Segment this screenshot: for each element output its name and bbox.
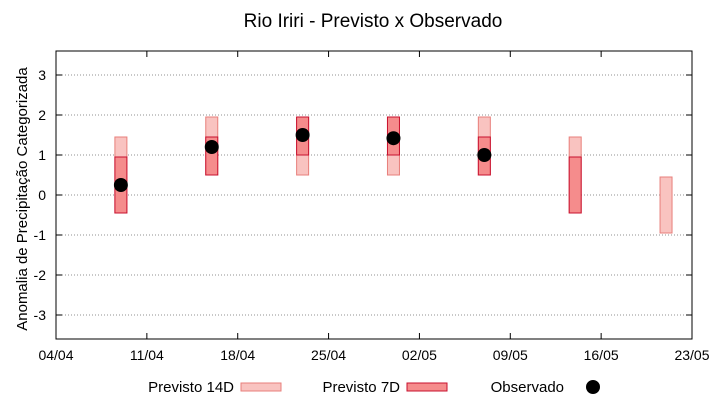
series-observado	[113, 128, 492, 192]
y-tick-label: 1	[38, 147, 46, 163]
observado-point	[113, 178, 128, 192]
legend: Previsto 14D Previsto 7D Observado	[148, 379, 600, 396]
x-tick-label: 18/04	[220, 347, 255, 363]
y-tick-label: -2	[34, 267, 47, 283]
legend-label: Previsto 7D	[322, 379, 400, 396]
x-tick-label: 11/04	[130, 347, 164, 363]
x-tick-label: 04/04	[38, 347, 73, 363]
legend-label: Previsto 14D	[148, 379, 234, 396]
observado-point	[477, 148, 492, 162]
legend-swatch	[406, 382, 448, 392]
previsto-7d-bar	[568, 156, 582, 214]
grid-lines	[56, 74, 692, 316]
y-axis-label: Anomalia de Precipitação Categorizada	[14, 67, 31, 331]
y-tick-label: 2	[38, 107, 46, 123]
legend-swatch	[240, 382, 282, 392]
x-tick-label: 02/05	[402, 347, 437, 363]
observado-point	[204, 140, 219, 154]
x-tick-label: 16/05	[584, 347, 619, 363]
y-tick-label: 0	[38, 187, 46, 203]
legend-label: Observado	[491, 379, 564, 396]
y-axis-ticks: 3 2 1 0 -1 -2 -3	[34, 67, 692, 323]
previsto-14d-bar	[659, 176, 673, 234]
legend-marker	[586, 380, 600, 394]
observado-point	[295, 128, 310, 142]
y-tick-label: -1	[34, 227, 47, 243]
x-tick-label: 09/05	[493, 347, 528, 363]
y-tick-label: -3	[34, 307, 47, 323]
series-previsto-7d	[114, 116, 582, 214]
observado-point	[386, 131, 401, 146]
y-tick-label: 3	[38, 67, 46, 83]
x-tick-label: 25/04	[311, 347, 346, 363]
x-tick-label: 23/05	[674, 347, 709, 363]
chart-title: Rio Iriri - Previsto x Observado	[244, 11, 503, 32]
x-axis-ticks: 04/04 11/04 18/04 25/04 02/05 09/05 16/05 23/05	[38, 51, 710, 363]
